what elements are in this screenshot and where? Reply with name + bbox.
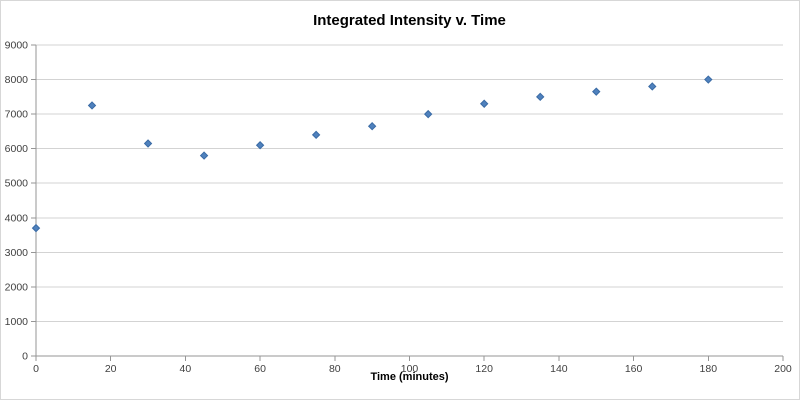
y-tick-label: 7000 [5, 109, 29, 121]
y-tick-label: 5000 [5, 178, 29, 190]
y-tick-label: 8000 [5, 74, 29, 86]
data-point-marker [311, 130, 321, 140]
data-point-marker [479, 99, 489, 108]
y-tick-label: 1000 [5, 316, 29, 328]
data-point-marker [704, 75, 713, 84]
x-tick-label: 0 [33, 363, 39, 375]
x-tick-label: 120 [475, 363, 493, 375]
data-point-marker [536, 92, 545, 102]
data-point-marker [199, 151, 209, 160]
y-tick-label: 2000 [5, 281, 29, 293]
y-tick-label: 3000 [5, 247, 29, 259]
x-tick-label: 180 [700, 363, 718, 375]
x-tick-label: 60 [254, 363, 266, 375]
y-tick-label: 9000 [5, 40, 29, 52]
chart-title: Integrated Intensity v. Time [313, 12, 506, 29]
y-tick-label: 6000 [5, 143, 29, 155]
x-tick-label: 40 [180, 363, 192, 375]
x-axis-title: Time (minutes) [370, 371, 449, 383]
y-tick-label: 4000 [5, 212, 29, 224]
data-point-marker [592, 87, 601, 96]
x-tick-label: 160 [625, 363, 643, 375]
x-tick-label: 20 [105, 363, 117, 375]
x-tick-label: 200 [774, 363, 792, 375]
data-point-marker [367, 121, 377, 131]
data-point-marker [87, 101, 97, 110]
x-tick-label: 100 [401, 363, 419, 375]
data-point-marker [648, 82, 657, 91]
y-tick-label: 0 [22, 351, 28, 363]
data-point-marker [255, 141, 265, 150]
x-tick-label: 140 [550, 363, 568, 375]
data-point-marker [423, 109, 433, 119]
data-point-marker [31, 223, 41, 233]
x-tick-label: 80 [329, 363, 341, 375]
data-point-marker [143, 139, 153, 148]
